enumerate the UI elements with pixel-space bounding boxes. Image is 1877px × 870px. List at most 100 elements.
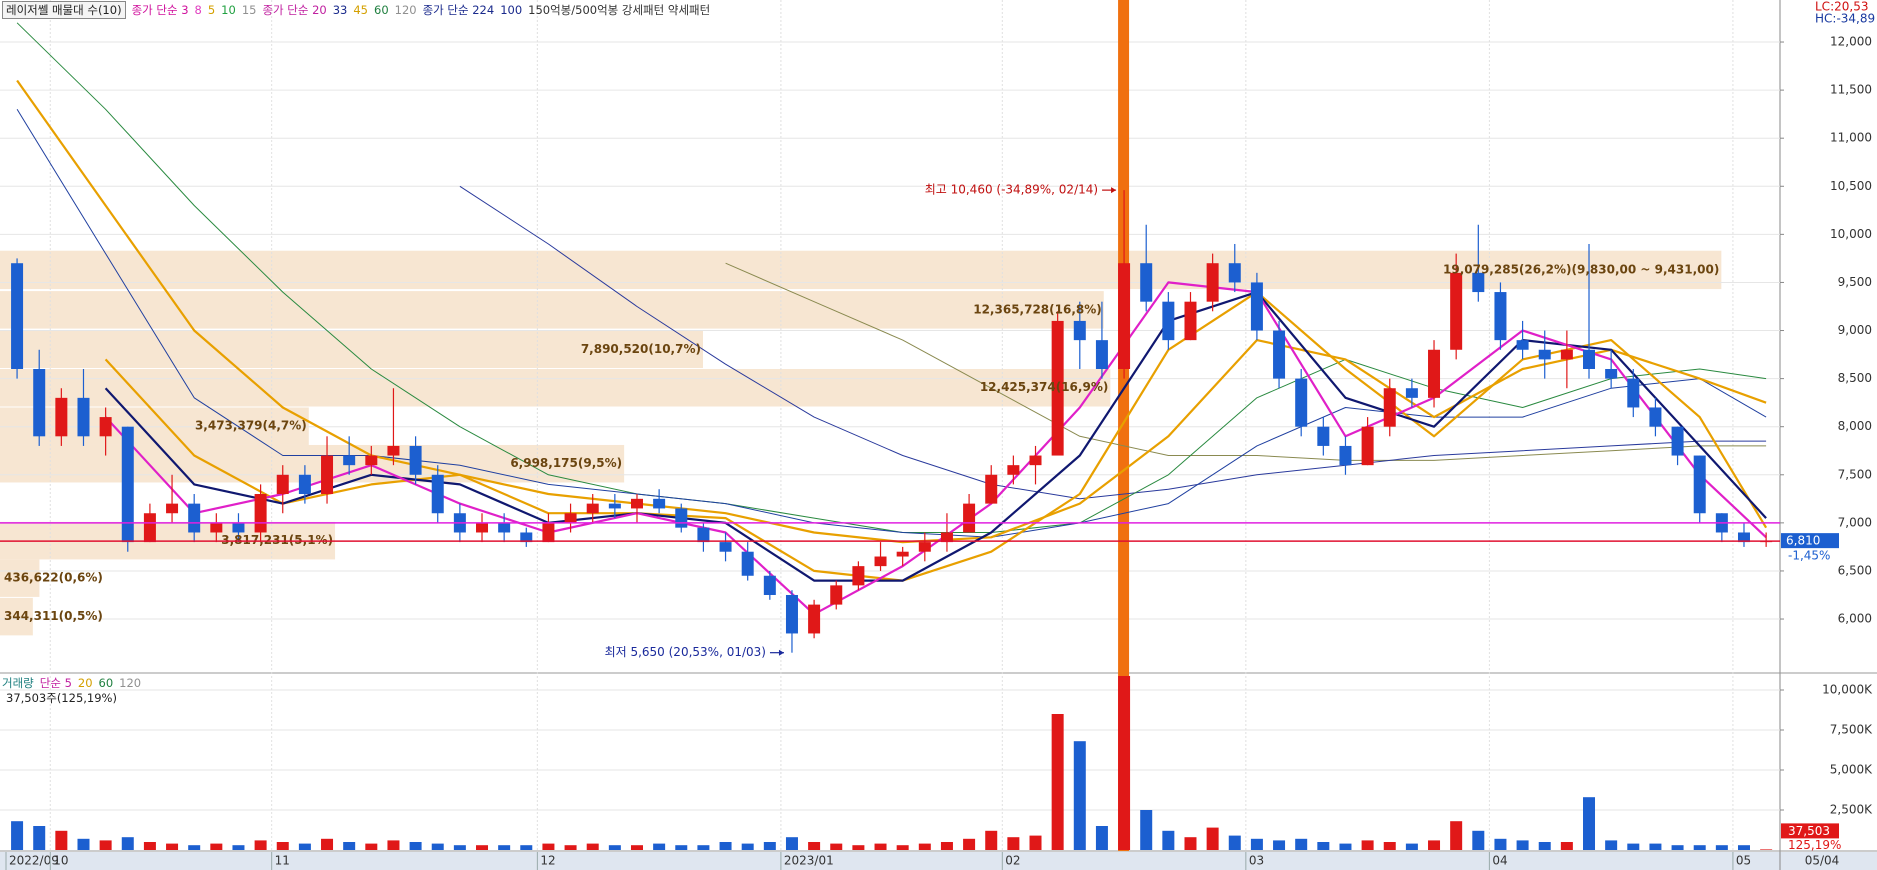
y-tick-label: 12,000 [1830, 35, 1872, 49]
candle-body [1560, 349, 1573, 360]
volume-bar [33, 826, 46, 850]
band-label: 12,425,374(16,9%) [980, 380, 1109, 394]
candle-body [1029, 455, 1042, 466]
volume-bar [1383, 842, 1396, 850]
volume-bar [232, 845, 245, 850]
band-label: 436,622(0,6%) [4, 571, 103, 585]
candle-body [1273, 330, 1286, 379]
y-tick-label: 6,000 [1838, 612, 1872, 626]
candle-body [1737, 532, 1750, 543]
volume-bar [1649, 843, 1662, 850]
volume-bar [653, 843, 666, 850]
candles [11, 190, 1773, 653]
volume-bar [166, 843, 179, 850]
legend-item: 종가 단순 224 [422, 3, 495, 17]
volume-bar [763, 842, 776, 850]
candle-body [55, 397, 68, 437]
lc-label: LC:20,53 [1815, 0, 1868, 14]
legend-item: 33 [332, 3, 348, 17]
price-box [1781, 533, 1839, 549]
candle-body [1494, 292, 1507, 341]
volume-bar [1583, 797, 1596, 850]
volume-bar [321, 838, 334, 850]
y-tick-label: 11,000 [1830, 131, 1872, 145]
volume-band [0, 444, 625, 483]
volume-bar [719, 842, 732, 850]
candle-body [1073, 320, 1086, 341]
volume-bar [1095, 826, 1108, 850]
volume-bar [741, 843, 754, 850]
candle-body [1184, 301, 1197, 341]
y-tick-label: 7,500K [1830, 723, 1873, 737]
volume-bar [1715, 845, 1728, 850]
volume-bar [830, 843, 843, 850]
volume-bar [298, 843, 311, 850]
band-label: 7,890,520(10,7%) [581, 342, 701, 356]
volume-bar [1605, 840, 1618, 850]
volume-bar [586, 843, 599, 850]
y-tick-label: 10,000K [1822, 683, 1873, 697]
candle-body [763, 575, 776, 595]
x-tick-label: 03 [1249, 854, 1264, 868]
candle-body [276, 474, 289, 495]
candle-body [1693, 455, 1706, 514]
ma-line [104, 291, 1768, 582]
legend-item: 100 [500, 3, 523, 17]
hc-label: HC:-34,89 [1815, 12, 1875, 26]
volume-bar [1760, 849, 1773, 850]
volume-bar [1494, 838, 1507, 850]
volume-bar [121, 837, 134, 850]
volume-bar [630, 845, 643, 850]
volume-bar [343, 842, 356, 850]
volume-bar [564, 845, 577, 850]
y-tick-label: 7,500 [1838, 467, 1872, 481]
x-tick-label: 10 [53, 854, 68, 868]
x-tick-label: 2023/01 [784, 854, 834, 868]
candle-body [1095, 340, 1108, 369]
band-label: 12,365,728(16,8%) [973, 302, 1102, 316]
volume-bar [1073, 741, 1086, 850]
candle-body [719, 542, 732, 552]
candle-body [564, 513, 577, 523]
legend-item: 10 [221, 3, 236, 17]
candle-body [1250, 282, 1263, 331]
legend: 레이저쎌 매물대 수(10) 종가 단순 3 8 5 10 15 종가 단순 20 33 45… [2, 1, 710, 19]
candle-body [1361, 426, 1374, 466]
candle-body [498, 522, 511, 533]
volume-bar [143, 842, 156, 850]
candle-body [985, 474, 998, 504]
volume-bar [1627, 843, 1640, 850]
volume-bar [542, 843, 555, 850]
volume-bar [1118, 676, 1131, 850]
volume-bar [254, 840, 267, 850]
volume-bar [697, 845, 710, 850]
volume-bar [387, 840, 400, 850]
volume-bar [11, 821, 24, 850]
volume-bar [1428, 840, 1441, 850]
candle-body [1140, 263, 1153, 302]
annotation: 최고 10,460 (-34,89%, 02/14) [925, 183, 1098, 197]
candle-body [630, 498, 643, 509]
candle-body [298, 474, 311, 495]
volume-bar [55, 830, 68, 850]
volume-bar [1295, 838, 1308, 850]
candle-body [940, 532, 953, 543]
legend-item: 60 [374, 3, 389, 17]
y-tick-label: 8,500 [1838, 371, 1872, 385]
volume-band [0, 559, 40, 597]
volume-bar [852, 845, 865, 850]
volume-box-label: 37,503 [1788, 824, 1830, 838]
legend-item: 5 [207, 3, 216, 17]
volume-ratio-label: 125,19% [1788, 838, 1841, 852]
volume-legend: 거래량 단순 5 20 60 120 [2, 675, 141, 691]
y-tick-label: 2,500K [1830, 803, 1873, 817]
volume-bar [409, 842, 422, 850]
annotation: 최저 5,650 (20,53%, 01/03) [605, 645, 766, 659]
legend-item: 150억봉/500억봉 강세패턴 약세패턴 [528, 3, 711, 17]
candle-body [918, 542, 931, 552]
y-tick-label: 10,500 [1830, 179, 1872, 193]
volume-bar [1671, 845, 1684, 850]
candle-body [1383, 388, 1396, 427]
volume-box [1781, 823, 1839, 839]
